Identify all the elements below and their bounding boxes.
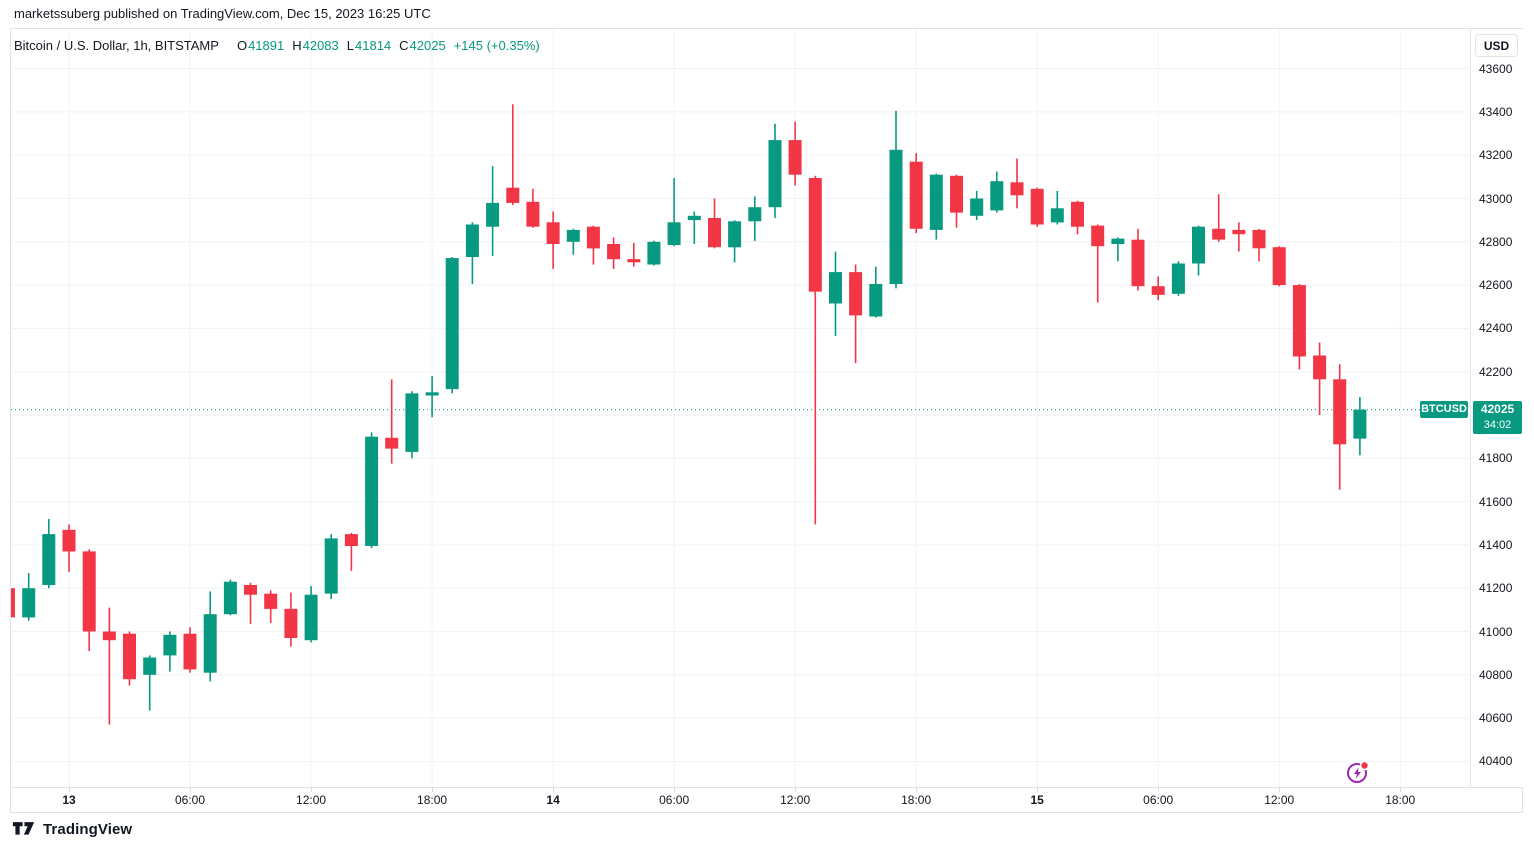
open-label: O: [236, 37, 248, 53]
symbol-price-tag: BTCUSD: [1420, 401, 1468, 419]
high-value: 42083: [302, 37, 339, 53]
high-label: H: [292, 37, 302, 53]
time-axis-label: 15: [1030, 793, 1044, 807]
time-axis-tick: [1037, 788, 1039, 792]
realtime-lightning-icon[interactable]: [1345, 759, 1371, 785]
price-axis-label: 43400: [1479, 104, 1513, 119]
price-axis-label: 43200: [1479, 148, 1513, 163]
price-axis-label: 40600: [1479, 711, 1513, 726]
close-value: 42025: [409, 37, 446, 53]
symbol-title[interactable]: Bitcoin / U.S. Dollar, 1h, BITSTAMP: [14, 37, 219, 53]
price-axis-label: 41000: [1479, 624, 1513, 639]
time-axis-tick: [1158, 788, 1160, 792]
candlestick-chart[interactable]: [11, 29, 1471, 787]
tradingview-watermark-label: TradingView: [43, 821, 133, 838]
attribution-text: marketssuberg published on TradingView.c…: [14, 6, 431, 21]
close-label: C: [399, 37, 409, 53]
bar-countdown: 34:02: [1483, 418, 1512, 431]
time-axis-label: 12:00: [296, 793, 327, 807]
open-value: 41891: [248, 37, 285, 53]
tradingview-logo-icon: [12, 822, 35, 835]
time-axis-tick: [1400, 788, 1402, 792]
time-axis-label: 12:00: [780, 793, 811, 807]
chart-legend: Bitcoin / U.S. Dollar, 1h, BITSTAMP O 418…: [14, 33, 540, 57]
time-axis-tick: [553, 788, 555, 792]
time-axis-tick: [311, 788, 313, 792]
currency-usd-button[interactable]: USD: [1475, 34, 1518, 57]
current-price-value: 42025: [1480, 401, 1515, 416]
change-value: +145 (+0.35%): [453, 37, 540, 53]
price-axis-label: 40800: [1479, 667, 1513, 682]
time-axis-label: 18:00: [1385, 793, 1416, 807]
price-axis-label: 42400: [1479, 321, 1513, 336]
chart-pane[interactable]: Bitcoin / U.S. Dollar, 1h, BITSTAMP O 418…: [11, 29, 1471, 787]
time-axis[interactable]: 13 06:00 12:00 18:00 14 06:00 12:00 18:00 15 06:0…: [11, 787, 1522, 812]
time-axis-tick: [674, 788, 676, 792]
time-axis-tick: [432, 788, 434, 792]
time-axis-tick: [1279, 788, 1281, 792]
price-axis-label: 41600: [1479, 494, 1513, 509]
time-axis-label: 14: [546, 793, 560, 807]
time-axis-tick: [795, 788, 797, 792]
time-axis-tick: [190, 788, 192, 792]
time-axis-label: 12:00: [1264, 793, 1295, 807]
price-axis-label: 40400: [1479, 754, 1513, 769]
time-axis-label: 13: [62, 793, 76, 807]
price-axis-label: 43000: [1479, 191, 1513, 206]
time-axis-tick: [69, 788, 70, 792]
time-axis-label: 18:00: [417, 793, 448, 807]
price-axis-label: 43600: [1479, 61, 1513, 76]
price-axis-label: 41200: [1479, 581, 1513, 596]
price-axis[interactable]: 42025 34:02 43600 43400 43200 43000 42800 426…: [1472, 29, 1524, 787]
time-axis-label: 06:00: [175, 793, 206, 807]
tradingview-watermark[interactable]: TradingView: [12, 820, 132, 839]
current-price-box: 42025 34:02: [1473, 400, 1522, 434]
chart-frame: Bitcoin / U.S. Dollar, 1h, BITSTAMP O 418…: [10, 28, 1524, 813]
price-axis-label: 42800: [1479, 234, 1513, 249]
price-axis-label: 41400: [1479, 537, 1513, 552]
time-axis-label: 18:00: [901, 793, 932, 807]
low-value: 41814: [355, 37, 392, 53]
alert-dot: [1361, 762, 1368, 769]
time-axis-tick: [916, 788, 918, 792]
time-axis-label: 06:00: [659, 793, 690, 807]
time-axis-label: 06:00: [1143, 793, 1174, 807]
low-label: L: [346, 37, 354, 53]
price-axis-label: 41800: [1479, 451, 1513, 466]
price-axis-label: 42200: [1479, 364, 1513, 379]
price-axis-label: 42600: [1479, 278, 1513, 293]
